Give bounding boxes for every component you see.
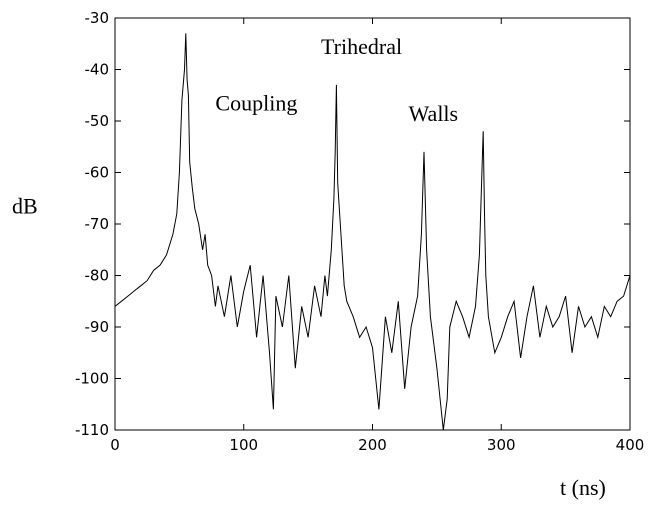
x-tick-label: 400 bbox=[616, 436, 645, 454]
y-tick-label: -80 bbox=[85, 267, 110, 285]
y-tick-label: -30 bbox=[85, 9, 110, 27]
annotation-label: Walls bbox=[409, 101, 459, 126]
y-tick-label: -110 bbox=[75, 421, 109, 439]
y-tick-label: -90 bbox=[85, 318, 110, 336]
annotation-label: Coupling bbox=[215, 91, 297, 116]
annotations: Coupling Trihedral Walls bbox=[215, 34, 458, 126]
axis-ticks: 0 100 200 300 400 -30 -40 -50 -60 -70 -80 -90 -100 -1… bbox=[75, 9, 644, 454]
y-tick-label: -40 bbox=[85, 61, 110, 79]
x-tick-label: 300 bbox=[487, 436, 516, 454]
x-tick-label: 0 bbox=[110, 436, 120, 454]
plot-frame bbox=[114, 17, 631, 431]
plot-area: 0 100 200 300 400 -30 -40 -50 -60 -70 -80 -90 -100 -1… bbox=[75, 9, 644, 454]
x-tick-label: 100 bbox=[229, 436, 258, 454]
y-axis-title: dB bbox=[12, 194, 38, 219]
x-tick-label: 200 bbox=[358, 436, 387, 454]
annotation-label: Trihedral bbox=[321, 34, 402, 59]
y-tick-label: -70 bbox=[85, 215, 110, 233]
y-tick-label: -60 bbox=[85, 164, 110, 182]
y-tick-label: -100 bbox=[75, 370, 109, 388]
y-tick-label: -50 bbox=[85, 112, 110, 130]
series-line bbox=[114, 33, 631, 431]
x-axis-title: t (ns) bbox=[560, 475, 606, 500]
